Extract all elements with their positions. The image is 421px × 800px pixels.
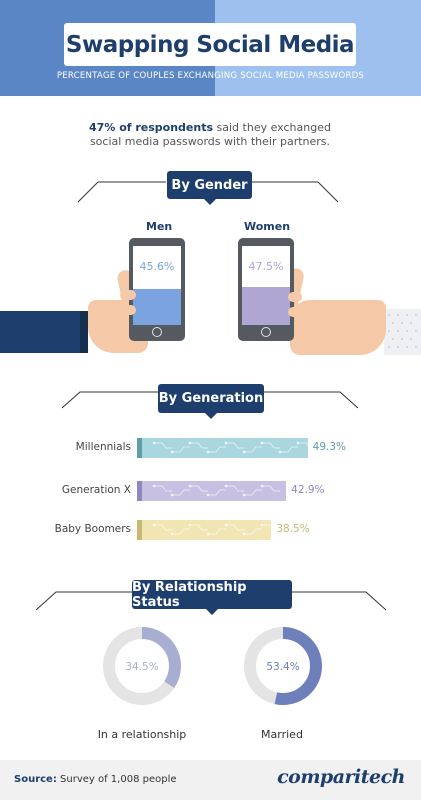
women-phone-screen: 47.5% xyxy=(242,246,290,325)
footer: Source: Survey of 1,008 people comparite… xyxy=(0,760,421,800)
men-finger-1 xyxy=(120,290,136,300)
header-banner: Swapping Social Media PERCENTAGE OF COUP… xyxy=(0,0,421,96)
men-finger-2 xyxy=(120,305,136,315)
gender-label-men: Men xyxy=(146,220,173,233)
title-box: Swapping Social Media xyxy=(64,23,356,66)
donut-label-married: Married xyxy=(261,728,303,741)
section-label-relationship: By Relationship Status xyxy=(132,580,292,615)
women-phone-home-button xyxy=(261,327,271,337)
generation-row: Millennials 49.3% xyxy=(0,436,421,460)
page-subtitle: PERCENTAGE OF COUPLES EXCHANGING SOCIAL … xyxy=(56,71,365,81)
women-sleeve xyxy=(384,309,421,355)
men-cuff xyxy=(80,311,88,353)
circuit-pattern xyxy=(152,523,272,536)
generation-connector-lines xyxy=(61,391,359,409)
intro-line2: social media passwords with their partne… xyxy=(89,135,331,148)
women-hand-palm xyxy=(290,300,386,355)
source-label: Source: xyxy=(14,774,57,785)
intro-text: 47% of respondents said they exchanged s… xyxy=(60,121,360,149)
generation-label: Generation X xyxy=(61,484,131,496)
page-title: Swapping Social Media xyxy=(65,31,355,58)
relationship-donuts: 34.5% 53.4% xyxy=(103,627,322,705)
men-fill-bar xyxy=(133,288,181,325)
men-phone-screen: 45.6% xyxy=(133,246,181,325)
relationship-connector-lines xyxy=(35,591,387,611)
donut-value-label: 34.5% xyxy=(125,661,158,673)
source-text: Survey of 1,008 people xyxy=(56,774,177,785)
generation-bar xyxy=(137,481,287,501)
generation-value: 38.5% xyxy=(276,523,310,535)
men-sleeve xyxy=(0,311,80,353)
circuit-pattern xyxy=(152,484,280,497)
generation-row: Generation X 42.9% xyxy=(0,479,421,503)
intro-rest-line1: said they exchanged xyxy=(213,121,331,134)
generation-bar xyxy=(137,520,272,540)
men-phone-home-button xyxy=(152,327,162,337)
circuit-pattern xyxy=(152,441,308,454)
generation-bar xyxy=(137,438,308,458)
women-fill-bar xyxy=(242,287,290,325)
generation-value: 42.9% xyxy=(291,484,325,496)
donut-value-label: 53.4% xyxy=(266,661,299,673)
section-label-gender: By Gender xyxy=(167,171,252,205)
women-finger-1 xyxy=(288,292,302,302)
women-finger-2 xyxy=(288,307,302,317)
gender-label-women: Women xyxy=(244,220,291,233)
donut-label-relationship: In a relationship xyxy=(97,728,187,741)
source-note: Source: Survey of 1,008 people xyxy=(14,774,177,785)
generation-label: Baby Boomers xyxy=(54,523,131,535)
donut-slice xyxy=(244,627,322,705)
women-value-label: 47.5% xyxy=(248,260,284,273)
brand-logo: comparitech xyxy=(277,766,405,788)
gender-connector-lines xyxy=(77,181,339,203)
donut-slice xyxy=(103,627,181,705)
generation-row: Baby Boomers 38.5% xyxy=(0,518,421,542)
generation-label: Millennials xyxy=(75,441,131,453)
women-sleeve-dots xyxy=(388,314,417,348)
women-phone: 47.5% xyxy=(238,238,294,341)
men-phone: 45.6% xyxy=(129,238,185,341)
section-label-generation: By Generation xyxy=(158,384,264,419)
intro-highlight: 47% of respondents xyxy=(89,121,214,134)
men-value-label: 45.6% xyxy=(139,260,175,273)
generation-value: 49.3% xyxy=(312,441,346,453)
